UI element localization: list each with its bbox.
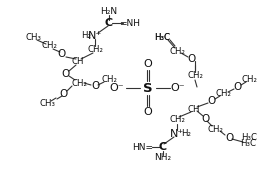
Text: O: O (234, 82, 242, 92)
Text: CH₂: CH₂ (72, 79, 88, 88)
Text: O: O (225, 133, 233, 143)
Text: O: O (62, 69, 70, 79)
Text: CH₃: CH₃ (40, 98, 56, 107)
Text: =NH: =NH (119, 19, 141, 28)
Text: NH₂: NH₂ (155, 154, 172, 163)
Text: CH₃: CH₃ (25, 33, 41, 42)
Text: S: S (143, 81, 153, 95)
Text: O: O (58, 49, 66, 59)
Text: O: O (188, 54, 196, 64)
Text: O: O (144, 59, 152, 69)
Text: CH₂: CH₂ (41, 41, 57, 50)
Text: O⁻: O⁻ (110, 83, 124, 93)
Text: N⁺: N⁺ (170, 129, 184, 139)
Text: HN=: HN= (133, 142, 153, 151)
Text: O: O (201, 114, 209, 124)
Text: CH₂: CH₂ (170, 47, 186, 55)
Text: CH₂: CH₂ (216, 89, 232, 98)
Text: H₃C: H₃C (240, 139, 256, 148)
Text: H₃C: H₃C (154, 33, 170, 42)
Text: CH₂: CH₂ (87, 46, 103, 55)
Text: C: C (105, 18, 113, 28)
Text: C: C (159, 142, 167, 152)
Text: H₂N: H₂N (100, 6, 117, 15)
Text: CH₂: CH₂ (101, 74, 117, 83)
Text: O: O (60, 89, 68, 99)
Text: CH: CH (72, 57, 84, 66)
Text: N⁺: N⁺ (88, 31, 102, 41)
Text: O: O (208, 96, 216, 106)
Text: O⁻: O⁻ (171, 83, 185, 93)
Text: O: O (144, 107, 152, 117)
Text: H₂: H₂ (181, 130, 191, 139)
Text: H₃C: H₃C (241, 133, 257, 142)
Text: O: O (91, 81, 99, 91)
Text: CH₂: CH₂ (208, 124, 224, 133)
Text: CH₂: CH₂ (169, 115, 185, 124)
Text: H₃C: H₃C (154, 32, 170, 41)
Text: CH: CH (188, 105, 200, 114)
Text: H₂: H₂ (81, 31, 91, 40)
Text: CH₂: CH₂ (187, 72, 203, 81)
Text: CH₂: CH₂ (242, 75, 258, 84)
